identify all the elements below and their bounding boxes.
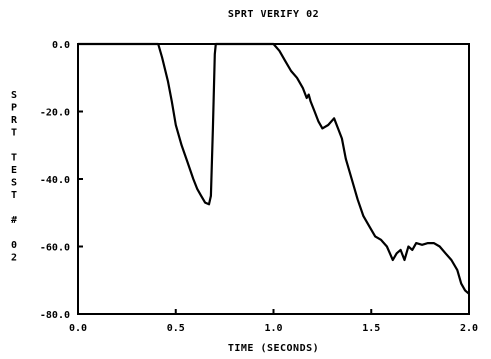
x-tick-label: 1.0 — [264, 323, 282, 334]
y-axis-label-char: P — [11, 103, 17, 114]
x-tick-label: 0.5 — [167, 323, 185, 334]
y-axis-label-char: 0 — [11, 240, 17, 251]
y-axis-label-char: S — [11, 90, 17, 101]
y-tick-label: -60.0 — [40, 243, 70, 254]
y-tick-label: 0.0 — [52, 40, 70, 51]
series-group — [78, 42, 470, 295]
y-axis-label-char: T — [11, 128, 17, 139]
y-axis-label-char: # — [11, 215, 17, 226]
y-ticks: 0.0 -20.0 -40.0 -60.0 -80.0 — [40, 40, 83, 321]
y-axis-label-char: E — [11, 165, 17, 176]
x-tick-label: 1.5 — [362, 323, 380, 334]
y-axis-label-char: T — [11, 153, 17, 164]
y-tick-label: -20.0 — [40, 108, 70, 119]
y-tick-label: -80.0 — [40, 310, 70, 321]
y-axis-label-char: S — [11, 178, 17, 189]
x-ticks: 0.0 0.5 1.0 1.5 2.0 — [69, 309, 478, 334]
chart-title: SPRT VERIFY 02 — [228, 9, 319, 20]
x-tick-label: 0.0 — [69, 323, 87, 334]
x-axis-label: TIME (SECONDS) — [228, 343, 319, 354]
series-line — [78, 42, 470, 295]
plot-group: 0.0 -20.0 -40.0 -60.0 -80.0 0.0 0.5 1.0 1.5 2.0 — [40, 40, 478, 334]
plot-frame — [77, 43, 470, 315]
x-tick-label: 2.0 — [460, 323, 478, 334]
y-axis-label-char: T — [11, 190, 17, 201]
y-axis-label-char: 2 — [11, 253, 17, 264]
y-tick-label: -40.0 — [40, 175, 70, 186]
y-axis-label-char: R — [11, 115, 18, 126]
